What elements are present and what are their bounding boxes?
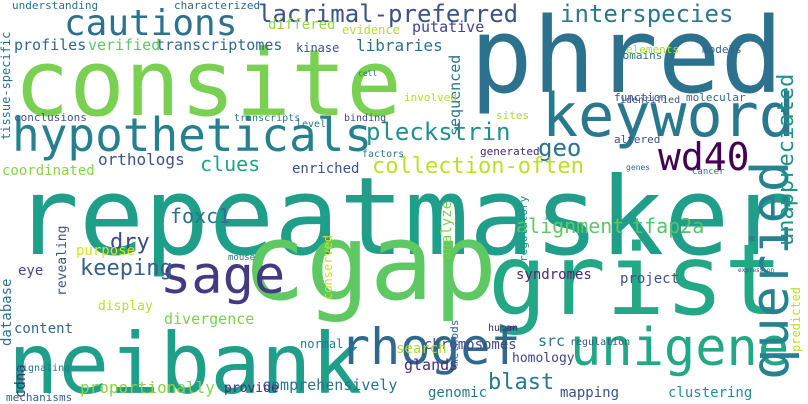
word-normal: normal [300,337,344,351]
word-putative: putative [412,18,485,36]
word-coordinated: coordinated [2,163,95,179]
word-foxc1: foxc1 [170,204,231,228]
word-eye: eye [18,263,44,279]
word-project: project [620,271,680,287]
word-divergence: divergence [164,310,255,328]
word-understanding: understanding [12,0,99,12]
word-genes: genes [626,163,651,172]
word-geo: geo [538,134,582,162]
word-altered: altered [614,133,661,146]
word-tfap2a: tfap2a [632,214,705,238]
word-unappreciated: unappreciated [774,73,799,246]
word-evidence: evidence [342,23,400,37]
word-comprehensively: comprehensively [262,376,398,394]
word-sites: sites [496,109,530,122]
word-lacrimal-preferred: lacrimal-preferred [258,0,519,28]
word-regulatory: regulatory [517,195,530,262]
word-neibank: neibank [8,315,363,404]
word-cgap: cgap [242,201,498,324]
word-level: level [296,119,327,130]
word-cell: cell [358,69,378,78]
word-clues: clues [200,152,261,176]
word-blast: blast [488,370,555,395]
word-hypotheticals: hypotheticals [12,108,373,162]
word-database: database [0,278,15,346]
word-enriched: enriched [292,161,360,177]
word-generated: generated [480,145,540,158]
word-revealing: revealing [55,225,70,296]
word-collection-often: collection-often [372,154,584,179]
word-analyze: analyze [439,200,455,260]
word-elements: elements [626,43,679,56]
word-grist: grist [488,224,784,338]
word-transcriptomes: transcriptomes [156,36,283,54]
word-predicted: predicted [789,286,803,352]
word-conserved: conserved [321,234,335,300]
word-dry: dry [110,230,150,255]
word-display: display [98,299,153,314]
word-expression: expression [738,267,775,274]
word-involved: involved [404,91,457,104]
word-chromosomes: chromosomes [424,337,517,353]
word-keyword: keyword [542,81,795,151]
word-tissue-specific: tissue-specific [0,31,13,140]
word-homology: homology [512,351,575,366]
word-signaling: signaling [16,363,71,374]
word-factors: factors [362,149,405,160]
word-sage: sage [160,246,286,306]
word-phred: phred [470,0,784,117]
word-consite: consite [14,30,402,137]
word-genomic: genomic [428,385,488,401]
word-identified: identified [620,95,681,106]
word-human: human [488,323,519,334]
word-orthologs: orthologs [98,150,185,169]
word-libraries: libraries [356,36,443,55]
word-mapping: mapping [560,385,620,401]
word-unigene: unigene [570,318,790,378]
word-methods: methods [448,319,461,366]
word-glands: glands [404,356,459,374]
word-search: search [396,341,447,357]
word-wd40: wd40 [658,135,750,179]
word-cancer: cancer [692,167,725,177]
word-repeatmasker: repeatmasker [14,155,795,280]
word-function: function [614,91,667,104]
word-purpose: purpose [76,243,136,259]
word-regulation: regulation [570,337,631,348]
word-models: models [702,43,742,56]
word-transcripts: transcripts [234,113,301,124]
word-pleckstrin: pleckstrin [366,118,511,146]
word-proportionally: proportionally [80,378,215,397]
word-interspecies: interspecies [560,0,734,28]
word-keeping: keeping [80,256,173,281]
word-provide: provide [224,381,279,396]
word-kinase: kinase [296,41,340,55]
word-characterized: characterized [174,0,261,12]
word-alignment: alignment [516,214,625,238]
word-molecular: molecular [686,91,746,104]
word-differed: differed [268,17,336,33]
word-conclusions: conclusions [14,111,87,124]
word-mouse: mouse [228,253,256,263]
word-clustering: clustering [668,385,753,401]
word-syndromes: syndromes [516,267,592,283]
word-domains: domains [616,49,663,62]
word-content: content [14,321,74,337]
word-verified: verified [88,36,161,54]
word-rhogef: rhogef [340,318,521,376]
word-binding: binding [344,113,387,124]
word-mechanisms: mechanisms [6,391,73,404]
word-profiles: profiles [14,36,87,54]
word-cautions: cautions [64,3,238,44]
word-src: src [538,332,566,350]
